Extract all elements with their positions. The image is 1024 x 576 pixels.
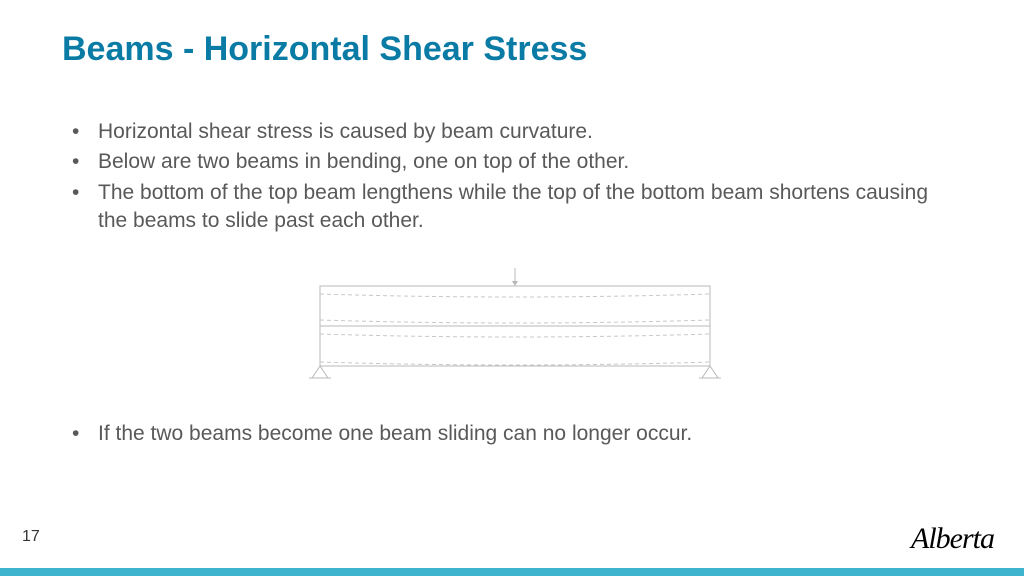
slide: Beams - Horizontal Shear Stress Horizont… (0, 0, 1024, 576)
slide-title: Beams - Horizontal Shear Stress (62, 30, 587, 69)
beam-diagram (290, 268, 740, 388)
bullet-item: The bottom of the top beam lengthens whi… (98, 179, 948, 236)
bullet-list-bottom: If the two beams become one beam sliding… (98, 420, 948, 448)
bullet-item: If the two beams become one beam sliding… (98, 420, 948, 448)
footer-accent-bar (0, 568, 1024, 576)
bullet-item: Below are two beams in bending, one on t… (98, 148, 948, 176)
alberta-logo: Alberta (911, 522, 994, 556)
page-number: 17 (22, 528, 40, 546)
bullet-list-top: Horizontal shear stress is caused by bea… (98, 118, 948, 237)
bullet-item: Horizontal shear stress is caused by bea… (98, 118, 948, 146)
